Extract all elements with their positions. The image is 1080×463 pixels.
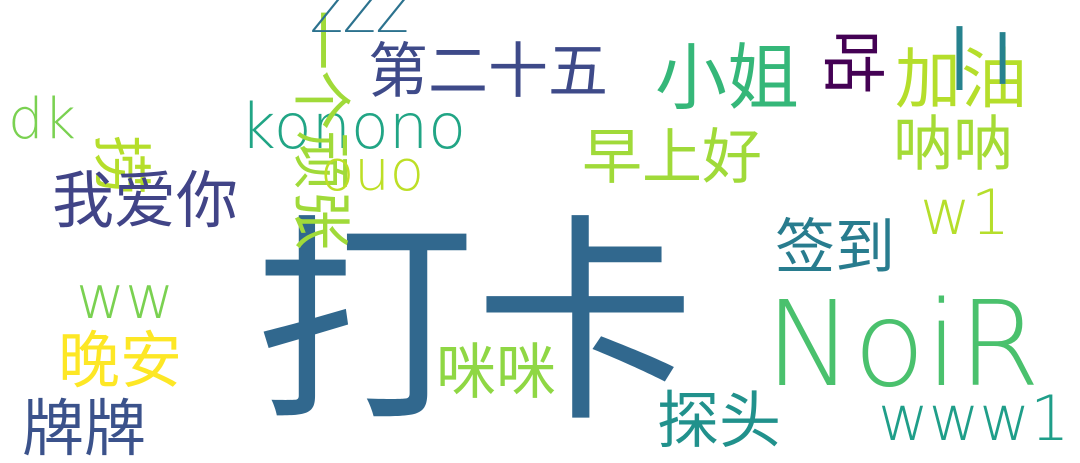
cloud-word: 一个顽张 xyxy=(285,10,355,250)
cloud-word: 签到 xyxy=(775,213,895,283)
cloud-word: 呐呐 xyxy=(893,110,1013,180)
cloud-word: 第二十五 xyxy=(368,37,608,107)
cloud-word: 打卡 xyxy=(255,196,695,452)
cloud-word: 探头 xyxy=(657,384,781,457)
cloud-word: ZZZ xyxy=(310,0,409,44)
cloud-word: konono xyxy=(240,90,466,163)
cloud-word: 牌牌 xyxy=(22,392,146,463)
cloud-word: ouo xyxy=(320,139,424,204)
cloud-word: 捞 xyxy=(85,135,155,195)
cloud-word: www1 xyxy=(878,382,1070,455)
cloud-word: w1 xyxy=(920,176,1010,249)
cloud-word: NoiR xyxy=(765,275,1040,413)
cloud-word: 早上好 xyxy=(582,123,762,193)
cloud-word: 咕 xyxy=(814,30,888,94)
cloud-word: dk xyxy=(8,87,76,152)
cloud-word: 加油 xyxy=(895,41,1027,118)
cloud-word: 晚安 xyxy=(58,324,182,397)
cloud-word: 咪咪 xyxy=(436,338,556,408)
cloud-word: 小姐 xyxy=(655,36,799,120)
cloud-word: 二 xyxy=(938,22,1022,94)
cloud-word: ww xyxy=(76,263,174,333)
cloud-word: 我爱你 xyxy=(52,164,238,237)
